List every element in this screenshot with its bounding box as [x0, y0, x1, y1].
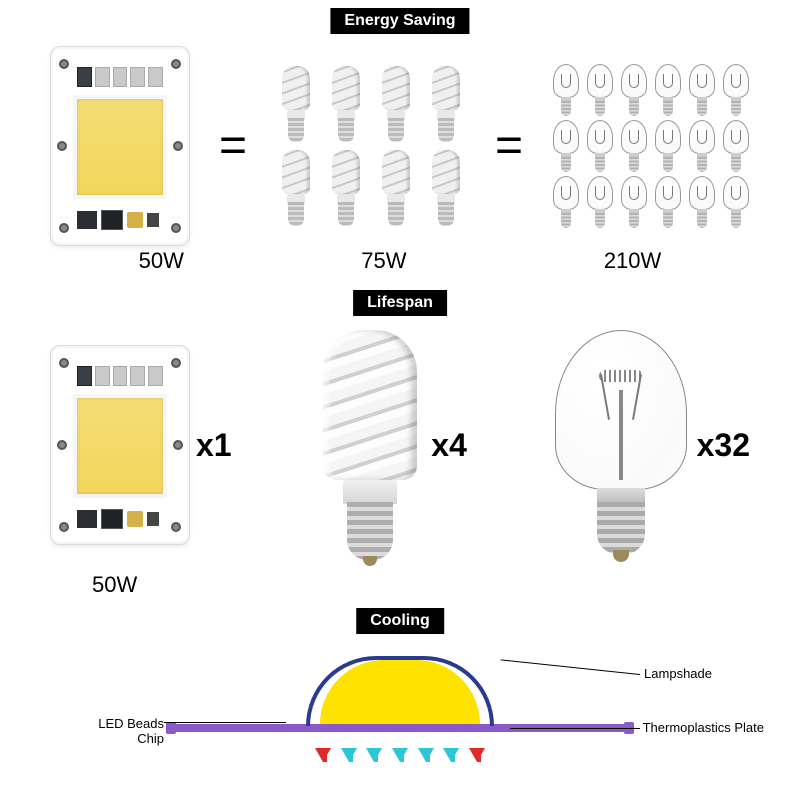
heat-arrow-cyan-icon — [366, 748, 382, 762]
incandescent-bulb-icon — [722, 120, 750, 172]
led-chip-icon — [50, 46, 190, 246]
energy-labels-row: 50W 75W 210W — [0, 248, 800, 274]
heat-arrow-red-icon — [469, 748, 485, 762]
incandescent-bulb-icon — [620, 176, 648, 228]
cfl-lifespan-multiplier: x4 — [431, 427, 467, 464]
incandescent-bulb-icon — [586, 120, 614, 172]
cfl-bulb-icon — [426, 66, 466, 142]
incandescent-bulb-icon — [654, 64, 682, 116]
incandescent-bulb-icon — [620, 120, 648, 172]
incandescent-bulb-icon — [722, 64, 750, 116]
lifespan-row: x1 x4 x32 — [50, 330, 750, 560]
heat-arrow-cyan-icon — [443, 748, 459, 762]
incandescent-bulb-icon — [586, 64, 614, 116]
heat-arrow-cyan-icon — [341, 748, 357, 762]
section-title-cooling: Cooling — [356, 608, 444, 634]
equals-sign: = — [219, 122, 247, 170]
led-beads-chip-label: LED Beads Chip — [74, 716, 164, 746]
cfl-bulb-icon — [376, 150, 416, 226]
lampshade-shape — [306, 656, 494, 726]
led-wattage-label: 50W — [139, 248, 184, 274]
equals-sign: = — [495, 122, 523, 170]
incandescent-bulb-icon — [586, 176, 614, 228]
heat-arrow-cyan-icon — [392, 748, 408, 762]
incandescent-bulb-icon — [654, 176, 682, 228]
incandescent-bulb-icon — [552, 120, 580, 172]
cfl-bulb-grid — [276, 66, 466, 226]
thermoplastic-plate-label: Thermoplastics Plate — [643, 720, 764, 735]
energy-row: = = — [50, 46, 750, 246]
incandescent-bulb-icon — [552, 176, 580, 228]
incandescent-wattage-label: 210W — [604, 248, 661, 274]
lampshade-label: Lampshade — [644, 666, 712, 681]
incandescent-bulb-icon — [551, 330, 691, 560]
heat-arrow-cyan-icon — [418, 748, 434, 762]
incandescent-bulb-icon — [688, 176, 716, 228]
incandescent-bulb-icon — [688, 64, 716, 116]
incandescent-bulb-icon — [688, 120, 716, 172]
cooling-diagram: Lampshade LED Beads Chip Thermoplastics … — [170, 656, 630, 786]
led-wattage-label: 50W — [92, 572, 137, 598]
heat-arrow-red-icon — [315, 748, 331, 762]
heat-arrows — [315, 734, 485, 748]
incandescent-bulb-icon — [722, 176, 750, 228]
section-title-energy: Energy Saving — [330, 8, 469, 34]
incandescent-bulb-icon — [620, 64, 648, 116]
section-title-lifespan: Lifespan — [353, 290, 447, 316]
cfl-bulb-icon — [426, 150, 466, 226]
led-chip-icon — [50, 345, 190, 545]
cfl-bulb-icon — [326, 66, 366, 142]
incandescent-bulb-icon — [654, 120, 682, 172]
incandescent-bulb-grid — [552, 64, 750, 228]
cfl-bulb-icon — [326, 150, 366, 226]
led-lifespan-multiplier: x1 — [196, 427, 232, 464]
incandescent-bulb-icon — [552, 64, 580, 116]
cfl-bulb-icon — [276, 66, 316, 142]
cfl-bulb-icon — [376, 66, 416, 142]
cfl-bulb-icon — [276, 150, 316, 226]
incandescent-lifespan-multiplier: x32 — [697, 427, 750, 464]
cfl-wattage-label: 75W — [361, 248, 406, 274]
cfl-bulb-icon — [315, 330, 425, 560]
